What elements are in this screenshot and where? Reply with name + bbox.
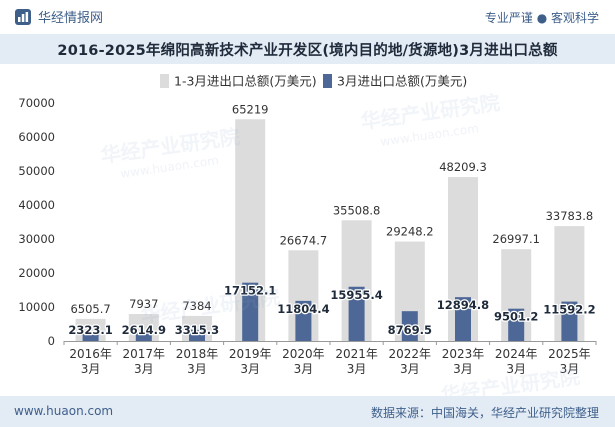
x-tick-label: 2017年 3月: [123, 347, 166, 376]
x-tick-label: 2022年 3月: [389, 347, 432, 376]
data-label-1-3-month: 35508.8: [333, 203, 381, 217]
brand-name: 华经情报网: [38, 11, 104, 26]
data-label-1-3-month: 48209.3: [439, 160, 487, 174]
x-tick-label: 2016年 3月: [69, 347, 112, 376]
y-tick-label: 70000: [18, 96, 55, 110]
legend-swatch-march: [323, 74, 332, 88]
bar-march: [348, 286, 365, 341]
data-label-1-3-month: 26997.1: [492, 232, 540, 246]
data-label-1-3-month: 29248.2: [386, 225, 434, 239]
data-label-march: 11592.2: [543, 303, 595, 317]
bar-march: [242, 282, 259, 341]
x-tick-label: 2018年 3月: [176, 347, 219, 376]
y-tick-label: 0: [48, 334, 55, 348]
data-label-march: 3315.3: [175, 323, 219, 337]
footer-url: www.huaon.com: [14, 404, 114, 418]
y-tick-label: 60000: [18, 130, 55, 144]
bar-march: [455, 297, 471, 341]
data-label-1-3-month: 6505.7: [70, 302, 110, 316]
brand-logo-icon: [15, 8, 31, 25]
footer: www.huaon.com 数据来源：中国海关，华经产业研究院整理: [0, 396, 615, 427]
bar-march: [561, 301, 578, 341]
bar-march: [135, 332, 152, 341]
data-label-1-3-month: 7384: [182, 299, 211, 313]
y-axis: 0 10000 20000 30000 40000 50000 60000 70000: [18, 96, 55, 348]
bar-march: [401, 311, 418, 341]
data-label-march: 17152.1: [224, 284, 276, 298]
legend-swatch-1-3-month: [160, 74, 169, 88]
y-tick-label: 50000: [18, 164, 55, 178]
data-label-march: 8769.5: [388, 323, 432, 337]
data-labels: 6505.7 2323.1 7937 2614.9 7384 3315.3 65219 171…: [67, 102, 597, 338]
legend-label-march: 3月进出口总额(万美元): [337, 74, 467, 89]
bar-march: [82, 333, 99, 341]
brand: 华经情报网: [14, 7, 103, 26]
x-tick-label: 2024年 3月: [495, 347, 538, 376]
legend: 1-3月进出口总额(万美元) 3月进出口总额(万美元): [160, 74, 467, 89]
x-tick-label: 2025年 3月: [548, 347, 591, 376]
x-tick-label: 2020年 3月: [282, 347, 325, 376]
bar-chart: 1-3月进出口总额(万美元) 3月进出口总额(万美元) 0 10000 20000 30…: [18, 74, 597, 377]
data-label-1-3-month: 26674.7: [280, 233, 328, 247]
data-label-march: 11804.4: [277, 302, 329, 316]
data-label-1-3-month: 7937: [129, 297, 158, 311]
data-source: 数据来源：中国海关，华经产业研究院整理: [370, 406, 599, 420]
legend-label-1-3-month: 1-3月进出口总额(万美元): [174, 74, 317, 89]
y-tick-label: 10000: [18, 300, 55, 314]
chart-title: 2016-2025年绵阳高新技术产业开发区(境内目的地/货源地)3月进出口总额: [57, 42, 558, 59]
tagline: 专业严谨 ● 客观科学: [484, 11, 599, 25]
data-label-1-3-month: 33783.8: [546, 209, 594, 223]
top-bar: 华经情报网 专业严谨 ● 客观科学: [0, 0, 615, 34]
data-label-march: 2323.1: [68, 323, 112, 337]
bar-march: [295, 300, 312, 341]
bar-march: [508, 308, 525, 341]
data-label-march: 12894.8: [437, 298, 489, 312]
data-label-1-3-month: 65219: [232, 102, 269, 116]
data-label-march: 2614.9: [122, 323, 166, 337]
y-tick-label: 20000: [18, 266, 55, 280]
x-tick-label: 2021年 3月: [335, 347, 378, 376]
x-axis: 2016年 3月 2017年 3月 2018年 3月 2019年 3月 2020年 3月 2021年…: [63, 341, 597, 376]
y-tick-label: 40000: [18, 198, 55, 212]
bars: [75, 119, 585, 341]
data-label-march: 15955.4: [330, 288, 382, 302]
title-bar: 2016-2025年绵阳高新技术产业开发区(境内目的地/货源地)3月进出口总额: [0, 34, 615, 64]
data-label-march: 9501.2: [494, 310, 538, 324]
bar-march: [189, 329, 205, 341]
y-tick-label: 30000: [18, 232, 55, 246]
x-tick-label: 2019年 3月: [229, 347, 272, 376]
x-tick-label: 2023年 3月: [442, 347, 485, 376]
